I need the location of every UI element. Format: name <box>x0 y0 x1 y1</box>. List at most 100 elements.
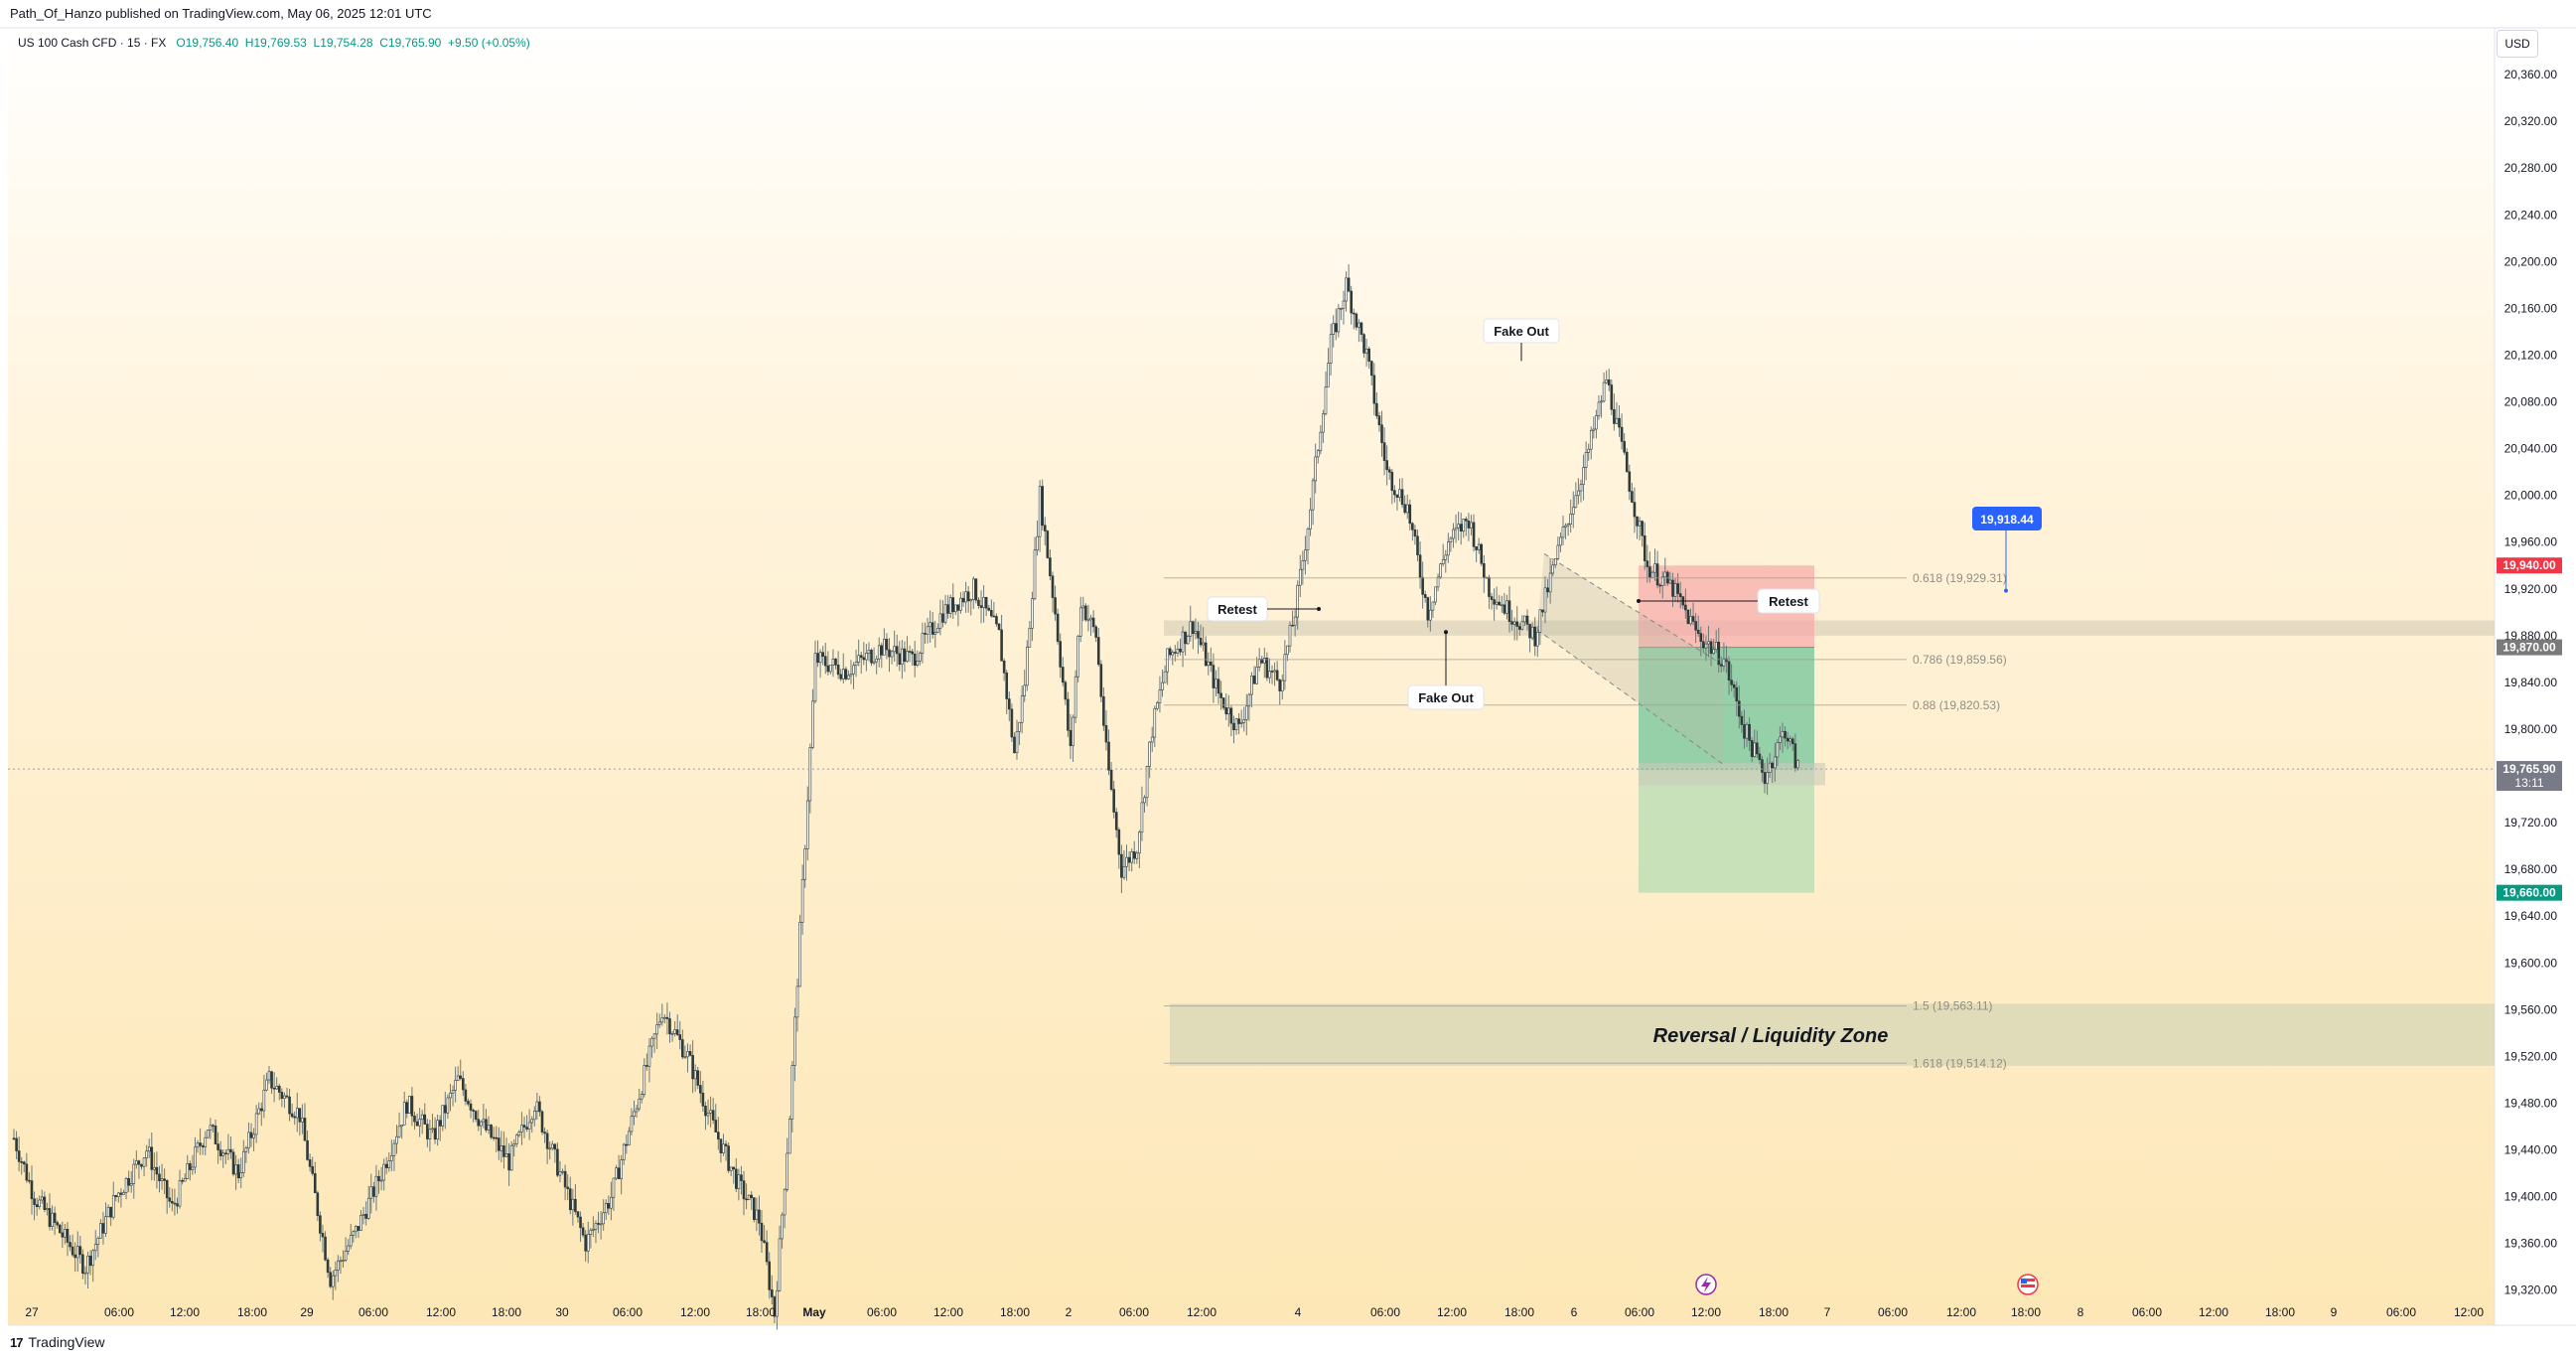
candle-up[interactable] <box>1089 617 1092 621</box>
price-axis-background[interactable] <box>2495 28 2576 1325</box>
candle-down[interactable] <box>1646 560 1649 567</box>
candle-up[interactable] <box>209 1125 213 1131</box>
candle-down[interactable] <box>1382 442 1386 461</box>
candle-up[interactable] <box>1189 621 1193 637</box>
candle-down[interactable] <box>763 1240 766 1243</box>
candle-up[interactable] <box>379 1179 383 1182</box>
candle-up[interactable] <box>96 1238 100 1245</box>
candle-down[interactable] <box>495 1136 499 1139</box>
candle-down[interactable] <box>280 1092 284 1099</box>
candle-down[interactable] <box>438 1120 442 1127</box>
candle-up[interactable] <box>849 674 853 677</box>
candle-up[interactable] <box>124 1177 128 1193</box>
candle-down[interactable] <box>1224 707 1228 715</box>
candle-down[interactable] <box>543 1132 546 1134</box>
candle-up[interactable] <box>630 1116 634 1132</box>
candle-up[interactable] <box>737 1174 741 1189</box>
candle-up[interactable] <box>1520 621 1524 630</box>
candle-down[interactable] <box>1179 648 1182 653</box>
candle-down[interactable] <box>270 1071 273 1089</box>
candle-down[interactable] <box>43 1196 47 1210</box>
candle-down[interactable] <box>742 1180 746 1200</box>
candle-up[interactable] <box>397 1126 401 1137</box>
candle-down[interactable] <box>750 1194 754 1198</box>
candle-down[interactable] <box>1699 633 1703 643</box>
candle-down[interactable] <box>1761 759 1764 773</box>
candle-up[interactable] <box>1597 401 1601 416</box>
candle-up[interactable] <box>921 633 925 654</box>
candle-down[interactable] <box>1735 686 1739 702</box>
candle-down[interactable] <box>69 1242 72 1248</box>
candle-down[interactable] <box>364 1213 367 1219</box>
candle-up[interactable] <box>906 651 909 663</box>
candle-down[interactable] <box>1790 738 1794 744</box>
candle-down[interactable] <box>862 657 866 661</box>
candle-up[interactable] <box>1239 721 1243 724</box>
candle-down[interactable] <box>885 639 889 651</box>
candle-up[interactable] <box>1523 615 1526 623</box>
candle-down[interactable] <box>1237 718 1240 724</box>
candle-down[interactable] <box>1350 290 1353 314</box>
candle-down[interactable] <box>1107 741 1110 771</box>
candle-down[interactable] <box>1197 631 1200 639</box>
candle-up[interactable] <box>147 1146 151 1152</box>
candle-down[interactable] <box>765 1242 769 1263</box>
candle-down[interactable] <box>908 651 912 653</box>
candle-up[interactable] <box>1033 549 1037 600</box>
candle-down[interactable] <box>719 1138 723 1153</box>
candle-up[interactable] <box>347 1245 350 1252</box>
candle-up[interactable] <box>520 1125 523 1132</box>
candle-down[interactable] <box>319 1215 322 1234</box>
candle-up[interactable] <box>441 1105 445 1127</box>
candle-up[interactable] <box>1548 572 1552 593</box>
candle-up[interactable] <box>1774 756 1777 769</box>
candle-up[interactable] <box>1766 772 1769 784</box>
candle-down[interactable] <box>492 1136 496 1139</box>
candle-down[interactable] <box>12 1137 16 1140</box>
candle-down[interactable] <box>1367 348 1370 362</box>
candle-up[interactable] <box>1031 598 1034 629</box>
candle-up[interactable] <box>1505 600 1508 614</box>
candle-down[interactable] <box>895 646 899 655</box>
candle-up[interactable] <box>657 1021 661 1025</box>
candle-up[interactable] <box>1551 564 1555 574</box>
candle-down[interactable] <box>1727 661 1731 680</box>
candle-up[interactable] <box>1364 348 1368 354</box>
candle-down[interactable] <box>357 1226 360 1231</box>
candle-down[interactable] <box>78 1246 82 1256</box>
candle-up[interactable] <box>265 1079 268 1091</box>
candle-down[interactable] <box>20 1161 24 1163</box>
candle-up[interactable] <box>449 1092 452 1099</box>
candle-down[interactable] <box>229 1148 232 1153</box>
candle-up[interactable] <box>509 1144 513 1171</box>
candle-up[interactable] <box>1434 586 1437 603</box>
candle-up[interactable] <box>1020 695 1024 723</box>
candle-down[interactable] <box>140 1163 143 1167</box>
candle-up[interactable] <box>86 1255 89 1274</box>
candle-up[interactable] <box>800 878 804 923</box>
candle-down[interactable] <box>992 615 996 618</box>
candle-up[interactable] <box>418 1119 421 1127</box>
candle-down[interactable] <box>1094 626 1097 638</box>
candle-down[interactable] <box>464 1089 468 1102</box>
candle-down[interactable] <box>990 609 993 617</box>
candle-down[interactable] <box>617 1167 621 1179</box>
candle-up[interactable] <box>254 1113 258 1135</box>
candle-up[interactable] <box>1293 616 1297 626</box>
candle-up[interactable] <box>1288 624 1292 647</box>
candle-down[interactable] <box>459 1075 463 1079</box>
candle-up[interactable] <box>599 1223 603 1226</box>
candle-up[interactable] <box>1589 429 1593 450</box>
candle-up[interactable] <box>122 1192 125 1195</box>
candle-down[interactable] <box>665 1016 669 1019</box>
candle-up[interactable] <box>783 1188 787 1216</box>
candle-down[interactable] <box>1541 609 1544 613</box>
candle-up[interactable] <box>99 1223 102 1239</box>
candle-up[interactable] <box>1584 452 1588 468</box>
candle-up[interactable] <box>1283 654 1287 681</box>
stop-loss-price-tag[interactable]: 19,940.00 <box>2497 557 2562 574</box>
candle-down[interactable] <box>1467 521 1471 528</box>
candle-up[interactable] <box>610 1196 613 1209</box>
candle-down[interactable] <box>155 1166 159 1175</box>
candle-down[interactable] <box>1184 631 1187 645</box>
